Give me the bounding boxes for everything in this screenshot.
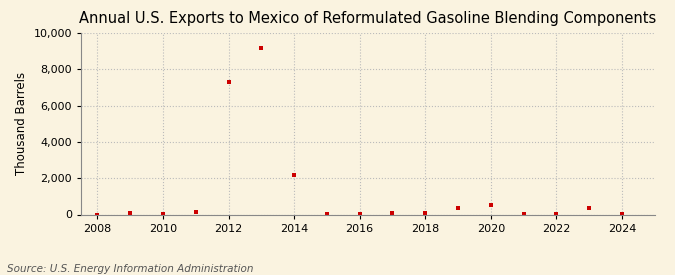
Text: Source: U.S. Energy Information Administration: Source: U.S. Energy Information Administ…	[7, 264, 253, 274]
Y-axis label: Thousand Barrels: Thousand Barrels	[15, 72, 28, 175]
Title: Annual U.S. Exports to Mexico of Reformulated Gasoline Blending Components: Annual U.S. Exports to Mexico of Reformu…	[79, 11, 657, 26]
